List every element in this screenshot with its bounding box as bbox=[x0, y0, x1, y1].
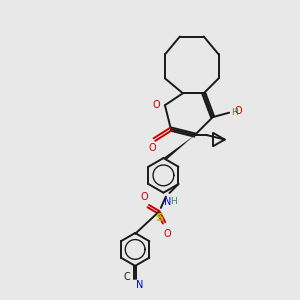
Text: O: O bbox=[235, 106, 242, 116]
Text: O: O bbox=[140, 192, 148, 202]
Text: O: O bbox=[163, 229, 171, 239]
Text: H: H bbox=[171, 197, 177, 206]
Text: O: O bbox=[153, 100, 160, 110]
Text: S: S bbox=[155, 213, 163, 223]
Text: H: H bbox=[231, 108, 237, 117]
Text: N: N bbox=[136, 280, 143, 290]
Text: O: O bbox=[148, 142, 156, 152]
Polygon shape bbox=[164, 135, 195, 160]
Text: N: N bbox=[164, 197, 171, 207]
Text: C: C bbox=[124, 272, 130, 282]
